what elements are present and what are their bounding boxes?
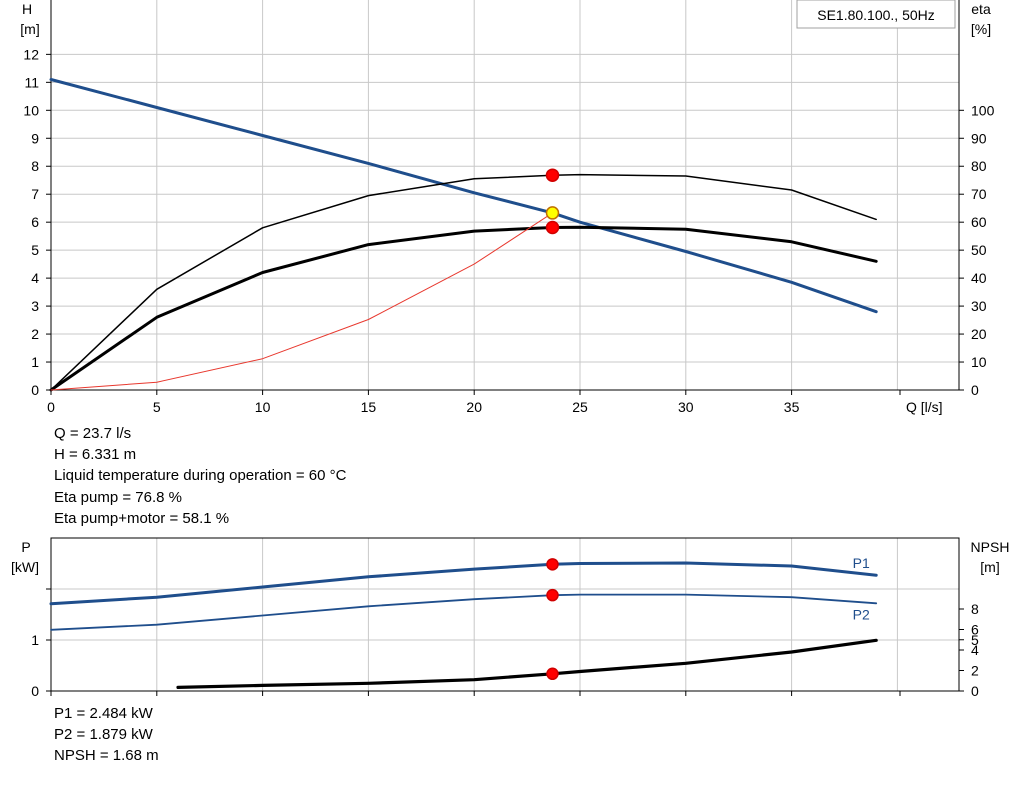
bottom-right-y-tick-label: 4 [971,642,979,658]
info-p2: P2 = 1.879 kW [54,726,153,743]
info-eta-pump: Eta pump = 76.8 % [54,489,182,506]
series-label-p2: P2 [853,606,870,622]
power-axis-unit: [kW] [11,559,39,575]
left-y-axis-unit: [m] [20,21,39,37]
bottom-duty-point-marker [546,667,559,681]
top-duty-point-marker [545,220,560,235]
bottom-duty-point-marker [546,558,559,571]
left-y-tick-label: 9 [31,130,39,146]
top-duty-point-marker [545,206,560,220]
info-flow: Q = 23.7 l/s [54,425,132,442]
bottom-right-y-tick-label: 5 [971,632,979,648]
x-tick-label: 5 [153,399,161,415]
left-y-tick-label: 2 [31,326,39,342]
right-y-tick-label: 70 [971,186,987,202]
right-y-tick-label: 60 [971,214,987,230]
left-y-tick-label: 10 [23,102,39,118]
right-y-tick-label: 50 [971,242,987,258]
series-label-p1: P1 [853,555,870,571]
bottom-right-y-tick-label: 8 [971,601,979,617]
left-y-tick-label: 11 [24,74,39,90]
info-eta-pump-motor: Eta pump+motor = 58.1 % [54,510,230,527]
legend-box-label: SE1.80.100., 50Hz [817,7,935,23]
bottom-series-0 [49,561,878,606]
left-y-tick-label: 5 [31,242,39,258]
left-y-tick-label: 3 [31,298,39,314]
right-y-tick-label: 40 [971,270,987,286]
top-series-3 [50,212,553,391]
legend-box [796,0,956,29]
right-y-tick-label: 100 [971,102,995,118]
x-tick-label: 30 [678,399,694,415]
right-y-axis-label: eta [971,1,991,17]
bottom-series-2 [176,638,878,689]
left-y-tick-label: 0 [31,382,39,398]
right-y-tick-label: 30 [971,298,987,314]
left-y-tick-label: 4 [31,270,39,286]
top-duty-point-marker [545,168,560,182]
left-y-tick-label: 1 [31,354,39,370]
x-tick-label: 35 [784,399,800,415]
power-axis-label: P [21,539,30,555]
x-tick-label: 10 [255,399,271,415]
x-tick-label: 20 [466,399,482,415]
bottom-series-1 [50,593,878,631]
bottom-duty-point-marker [546,588,559,602]
right-y-tick-label: 0 [971,382,979,398]
right-y-tick-label: 80 [971,158,987,174]
bottom-plot-frame [50,537,960,692]
left-y-axis-label: H [22,1,32,17]
top-series-0 [49,78,878,314]
right-y-tick-label: 10 [971,354,987,370]
x-axis-label: Q [l/s] [906,399,943,415]
info-npsh: NPSH = 1.68 m [54,747,159,764]
right-y-tick-label: 90 [971,130,987,146]
bottom-right-y-tick-label: 6 [971,622,979,638]
npsh-axis-unit: [m] [980,559,999,575]
npsh-axis-label: NPSH [971,539,1010,555]
left-y-tick-label: 12 [23,46,39,62]
info-head: H = 6.331 m [54,446,137,463]
top-series-1 [50,173,877,391]
bottom-right-y-tick-label: 0 [971,683,979,699]
top-series-2 [49,225,878,392]
bottom-left-y-tick-label: 1 [31,632,39,648]
left-y-tick-label: 7 [31,186,39,202]
right-y-axis-unit: [%] [971,21,991,37]
bottom-right-y-tick-label: 2 [971,663,979,679]
left-y-tick-label: 8 [31,158,39,174]
info-p1: P1 = 2.484 kW [54,705,153,722]
x-tick-label: 25 [572,399,588,415]
bottom-left-y-tick-label: 0 [31,683,39,699]
right-y-tick-label: 20 [971,326,987,342]
info-liquid-temperature: Liquid temperature during operation = 60… [54,467,347,484]
x-tick-label: 15 [361,399,377,415]
left-y-tick-label: 6 [31,214,39,230]
x-tick-label: 0 [47,399,55,415]
